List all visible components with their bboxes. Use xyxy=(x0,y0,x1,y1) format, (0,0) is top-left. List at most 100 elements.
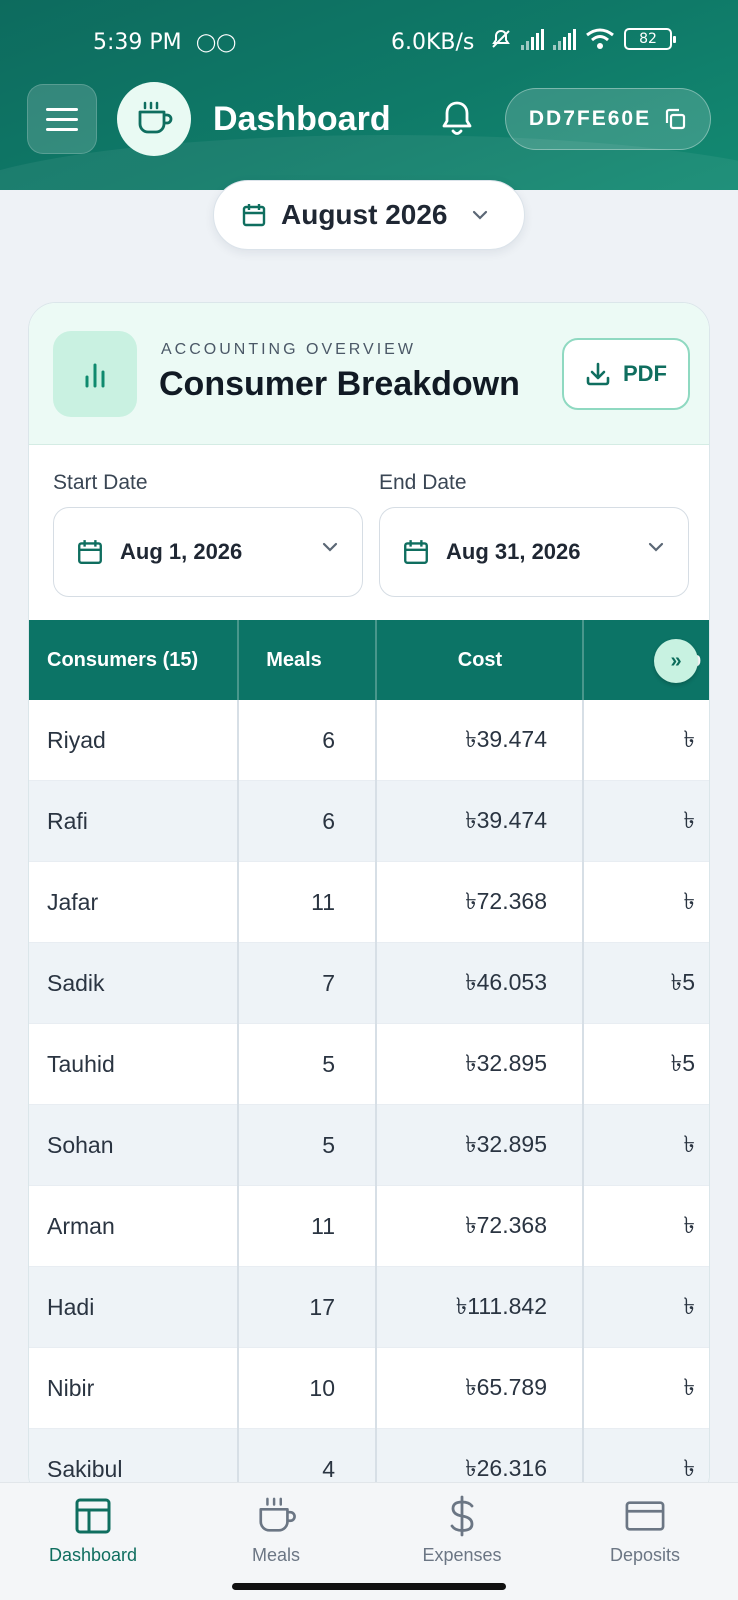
end-date-value: Aug 31, 2026 xyxy=(446,539,581,564)
header-meals[interactable]: Meals xyxy=(266,648,322,671)
cost-value: ৳32.895 xyxy=(465,1130,547,1157)
calendar-icon xyxy=(404,540,428,564)
end-date-picker[interactable]: Aug 31, 2026 xyxy=(379,507,689,597)
column-divider xyxy=(582,1105,584,1186)
bottom-nav: Dashboard Meals Expenses xyxy=(0,1482,738,1600)
table-row[interactable]: Sadik 7 ৳46.053 ৳5 xyxy=(29,943,709,1024)
nav-dashboard-label: Dashboard xyxy=(48,1545,138,1565)
app-logo xyxy=(117,82,191,156)
cost-value: ৳39.474 xyxy=(465,806,547,833)
column-divider xyxy=(375,781,377,862)
signal-2-icon xyxy=(553,28,576,50)
table-row[interactable]: Arman 11 ৳72.368 ৳ xyxy=(29,1186,709,1267)
table-body: Riyad 6 ৳39.474 ৳ Rafi 6 ৳39.474 ৳ Jafar 11 ৳72.36… xyxy=(29,700,709,1501)
card-icon xyxy=(625,1501,665,1531)
table-row[interactable]: Hadi 17 ৳111.842 ৳ xyxy=(29,1267,709,1348)
status-icons: 82 xyxy=(490,28,676,50)
card-overline: ACCOUNTING OVERVIEW xyxy=(161,341,416,358)
scroll-right-button[interactable]: » xyxy=(654,639,698,683)
bell-icon[interactable] xyxy=(438,98,476,138)
extra-value: ৳5 xyxy=(670,968,695,995)
column-divider xyxy=(375,1105,377,1186)
dollar-icon xyxy=(450,1495,474,1537)
column-divider xyxy=(582,943,584,1024)
column-divider xyxy=(237,1348,239,1429)
extra-value: ৳ xyxy=(683,806,695,833)
menu-button[interactable] xyxy=(27,84,97,154)
header-cost[interactable]: Cost xyxy=(457,648,503,671)
start-date-label: Start Date xyxy=(53,471,148,494)
extra-value: ৳5 xyxy=(670,1049,695,1076)
cost-value: ৳46.053 xyxy=(465,968,547,995)
signal-1-icon xyxy=(521,28,544,50)
column-divider xyxy=(375,1186,377,1267)
cup-icon xyxy=(259,1497,296,1532)
column-divider xyxy=(237,1024,239,1105)
hamburger-icon-line xyxy=(46,117,78,121)
nav-expenses-label: Expenses xyxy=(422,1545,502,1565)
cost-value: ৳111.842 xyxy=(455,1292,547,1319)
wifi-icon xyxy=(586,28,614,49)
meals-count: 5 xyxy=(322,1131,335,1158)
nav-meals[interactable]: Meals xyxy=(206,1495,346,1566)
nav-deposits[interactable]: Deposits xyxy=(575,1495,715,1566)
nav-deposits-label: Deposits xyxy=(609,1545,681,1565)
column-divider xyxy=(582,781,584,862)
table-row[interactable]: Tauhid 5 ৳32.895 ৳5 xyxy=(29,1024,709,1105)
extra-value: ৳ xyxy=(683,1373,695,1400)
download-icon xyxy=(586,362,610,386)
column-divider xyxy=(237,1429,239,1501)
nav-expenses[interactable]: Expenses xyxy=(392,1495,532,1566)
table-row[interactable]: Jafar 11 ৳72.368 ৳ xyxy=(29,862,709,943)
home-indicator[interactable] xyxy=(232,1583,506,1590)
meals-count: 6 xyxy=(322,807,335,834)
consumer-name: Rafi xyxy=(47,807,88,834)
header-consumers[interactable]: Consumers (15) xyxy=(47,648,199,671)
consumer-name: Hadi xyxy=(47,1293,95,1320)
meals-count: 4 xyxy=(322,1455,335,1482)
column-divider xyxy=(237,1105,239,1186)
start-date-picker[interactable]: Aug 1, 2026 xyxy=(53,507,363,597)
table-row[interactable]: Nibir 10 ৳65.789 ৳ xyxy=(29,1348,709,1429)
status-bar: 5:39 PM ◯◯ 6.0KB/s 82 xyxy=(0,0,738,66)
meals-count: 5 xyxy=(322,1050,335,1077)
column-divider xyxy=(582,1267,584,1348)
column-divider xyxy=(237,1267,239,1348)
start-date-value: Aug 1, 2026 xyxy=(120,539,243,564)
chevron-down-icon xyxy=(648,542,664,552)
column-divider xyxy=(375,1348,377,1429)
cost-value: ৳65.789 xyxy=(465,1373,547,1400)
consumer-name: Tauhid xyxy=(47,1050,115,1077)
column-divider xyxy=(237,700,239,781)
table-row[interactable]: Rafi 6 ৳39.474 ৳ xyxy=(29,781,709,862)
chart-tile xyxy=(53,331,137,417)
calendar-icon xyxy=(78,540,102,564)
meals-count: 7 xyxy=(322,969,335,996)
consumer-name: Jafar xyxy=(47,888,99,915)
chevron-down-icon xyxy=(472,210,487,220)
mess-id-text: DD7FE60E xyxy=(528,107,652,130)
table-row[interactable]: Riyad 6 ৳39.474 ৳ xyxy=(29,700,709,781)
mess-id-copy-button[interactable]: DD7FE60E xyxy=(505,88,711,150)
column-divider xyxy=(582,700,584,781)
pdf-download-button[interactable]: PDF xyxy=(562,338,690,410)
extra-value: ৳ xyxy=(683,887,695,914)
cost-value: ৳32.895 xyxy=(465,1049,547,1076)
month-label: August 2026 xyxy=(281,199,448,230)
status-time: 5:39 PM xyxy=(93,30,182,55)
table-row[interactable]: Sohan 5 ৳32.895 ৳ xyxy=(29,1105,709,1186)
month-selector[interactable]: August 2026 xyxy=(213,180,525,250)
nav-dashboard[interactable]: Dashboard xyxy=(23,1495,163,1566)
card-title: Consumer Breakdown xyxy=(159,365,520,403)
extra-value: ৳ xyxy=(683,1454,695,1481)
column-divider xyxy=(582,1348,584,1429)
dashboard-icon xyxy=(75,1498,111,1534)
cost-value: ৳72.368 xyxy=(465,887,547,914)
column-divider xyxy=(582,1429,584,1501)
hamburger-icon-line xyxy=(46,127,78,131)
mute-icon xyxy=(492,29,510,48)
column-divider xyxy=(237,943,239,1024)
meals-count: 17 xyxy=(309,1293,335,1320)
meals-count: 10 xyxy=(309,1374,335,1401)
